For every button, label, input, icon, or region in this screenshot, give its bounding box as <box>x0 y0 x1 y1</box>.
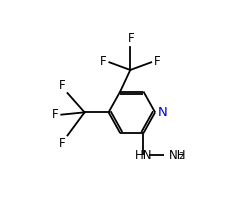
Text: 2: 2 <box>177 153 183 161</box>
Text: N: N <box>158 106 167 119</box>
Text: F: F <box>99 55 106 68</box>
Text: F: F <box>58 78 65 92</box>
Text: F: F <box>127 32 134 45</box>
Text: F: F <box>58 137 65 150</box>
Text: F: F <box>154 55 160 68</box>
Text: F: F <box>51 108 58 121</box>
Text: HN: HN <box>134 149 152 162</box>
Text: NH: NH <box>168 149 186 162</box>
